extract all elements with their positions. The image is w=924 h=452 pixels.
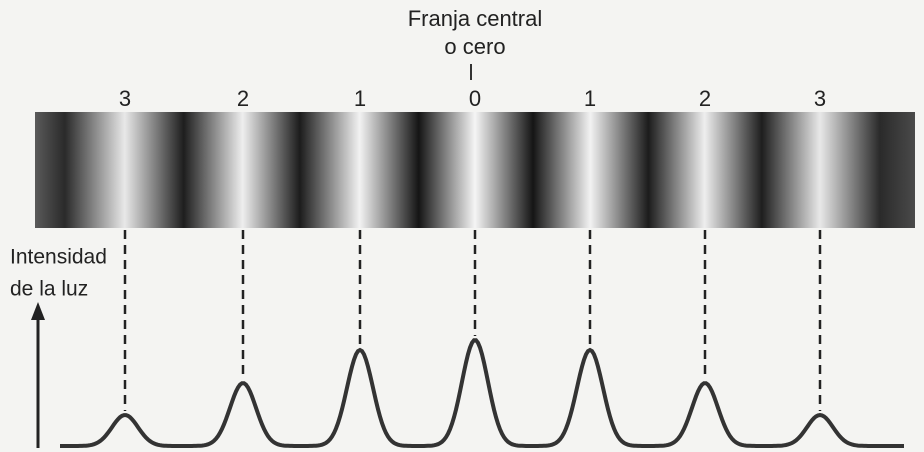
- title: Franja central: [408, 6, 543, 31]
- fringe-label: 2: [699, 86, 711, 111]
- axis-arrow: [31, 302, 45, 320]
- fringe-label: 1: [584, 86, 596, 111]
- fringe-band: [35, 112, 915, 228]
- fringe-label: 2: [237, 86, 249, 111]
- intensity-curve: [60, 338, 904, 448]
- subtitle: o cero: [444, 34, 505, 59]
- fringe-label: 3: [814, 86, 826, 111]
- axis-label: Intensidad: [10, 246, 107, 269]
- fringe-label: 0: [469, 86, 481, 111]
- axis-label: de la luz: [10, 278, 88, 301]
- fringe-label: 3: [119, 86, 131, 111]
- fringe-label: 1: [354, 86, 366, 111]
